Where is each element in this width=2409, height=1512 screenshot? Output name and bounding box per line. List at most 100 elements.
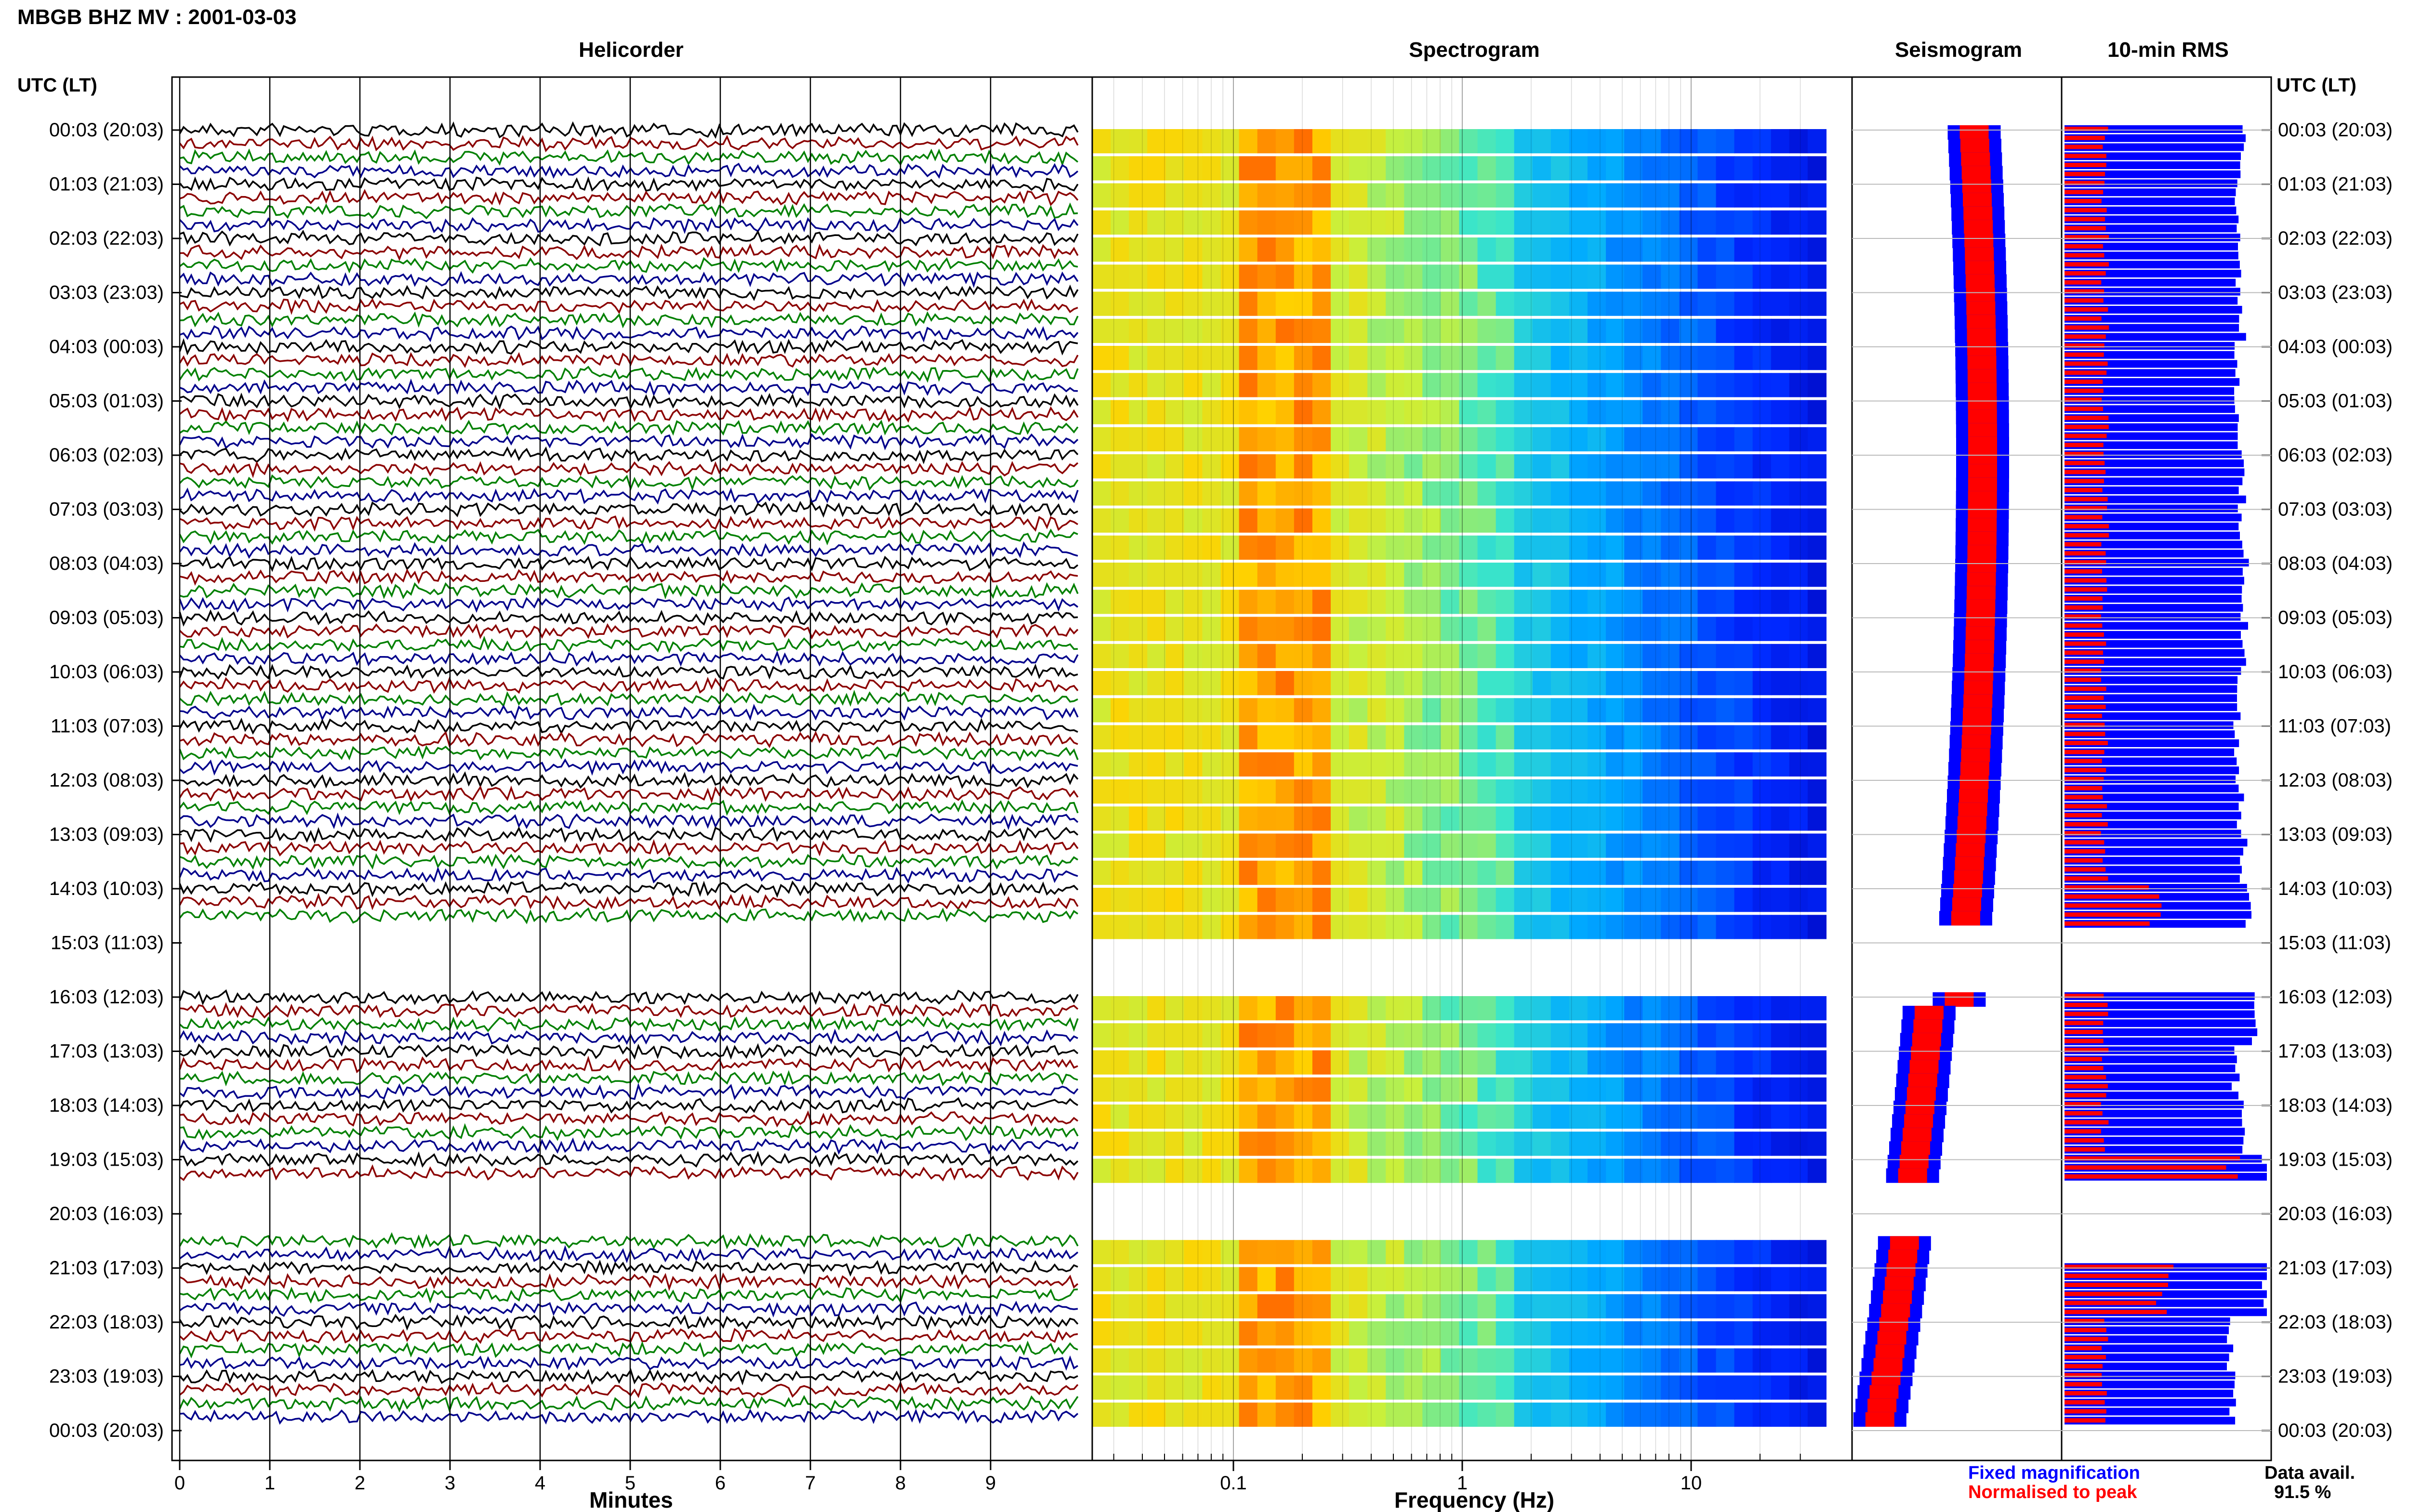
spectrogram-cell	[1606, 860, 1625, 885]
seismogram-normalised	[1906, 1101, 1934, 1116]
time-label-right: 14:03 (10:03)	[2278, 878, 2393, 899]
spectrogram-cell	[1771, 508, 1790, 533]
spectrogram-cell	[1716, 129, 1735, 154]
spectrogram-cell	[1514, 183, 1533, 208]
spectrogram-cell	[1422, 1077, 1442, 1102]
spectrogram-cell	[1441, 1321, 1460, 1346]
spectrogram-cell	[1275, 1158, 1295, 1183]
spectrogram-cell	[1349, 888, 1368, 912]
time-label-right: 16:03 (12:03)	[2278, 986, 2393, 1008]
rms-bar-normalised	[2065, 641, 2106, 646]
spectrogram-cell	[1642, 779, 1662, 804]
spectrogram-cell	[1588, 1077, 1607, 1102]
spectrogram-cell	[1441, 779, 1460, 804]
spectrogram-cell	[1367, 373, 1387, 397]
spectrogram-cell	[1550, 617, 1570, 641]
spectrogram-cell	[1642, 535, 1662, 560]
rms-bar-fixed	[2065, 161, 2240, 169]
spectrogram-cell	[1092, 156, 1112, 181]
helicorder-trace	[179, 216, 1079, 234]
helicorder-tick-label: 4	[535, 1473, 545, 1494]
spectrogram-cell	[1624, 617, 1643, 641]
spectrogram-cell	[1331, 1294, 1350, 1319]
spectrogram-cell	[1789, 1267, 1808, 1291]
spectrogram-cell	[1734, 1240, 1753, 1264]
spectrogram-cell	[1642, 1240, 1662, 1264]
spectrogram-cell	[1606, 617, 1625, 641]
rms-bar-normalised	[2065, 876, 2108, 881]
spectrogram-cell	[1642, 996, 1662, 1021]
helicorder-trace	[179, 243, 1079, 262]
spectrogram-cell	[1294, 1375, 1313, 1400]
spectrogram-cell	[1275, 129, 1295, 154]
spectrogram-cell	[1147, 454, 1166, 479]
spectrogram-cell	[1642, 1131, 1662, 1156]
spectrogram-cell	[1147, 535, 1166, 560]
helicorder-tick-label: 5	[625, 1473, 635, 1494]
spectrogram-cell	[1752, 1158, 1772, 1183]
spectrogram-cell	[1716, 1131, 1735, 1156]
spectrogram-cell	[1202, 481, 1221, 506]
spectrogram-cell	[1532, 860, 1551, 885]
spectrogram-cell	[1349, 1267, 1368, 1291]
spectrogram-cell	[1165, 1348, 1185, 1373]
spectrogram-cell	[1697, 1240, 1717, 1264]
spectrogram-cell	[1459, 725, 1478, 749]
spectrogram-cell	[1716, 888, 1735, 912]
spectrogram-cell	[1441, 400, 1460, 424]
spectrogram-cell	[1734, 346, 1753, 370]
spectrogram-cell	[1459, 1104, 1478, 1129]
rms-bar-normalised	[2065, 1364, 2103, 1368]
spectrogram-cell	[1569, 400, 1588, 424]
spectrogram-cell	[1220, 1294, 1240, 1319]
spectrogram-cell	[1165, 915, 1185, 939]
spectrogram-cell	[1257, 915, 1276, 939]
spectrogram-cell	[1496, 860, 1515, 885]
spectrogram-cell	[1679, 291, 1698, 316]
spectrogram-cell	[1202, 1077, 1221, 1102]
spectrogram-cell	[1184, 1131, 1203, 1156]
spectrogram-cell	[1312, 1050, 1331, 1075]
spectrogram-cell	[1111, 1104, 1130, 1129]
spectrogram-cell	[1734, 1267, 1753, 1291]
spectrogram-cell	[1569, 210, 1588, 235]
time-label-left: 21:03 (17:03)	[49, 1258, 164, 1279]
rms-bar-fixed	[2065, 360, 2237, 368]
seismogram-normalised	[1964, 681, 1993, 696]
spectrogram-cell	[1734, 1294, 1753, 1319]
spectrogram-cell	[1275, 860, 1295, 885]
spectrogram-cell	[1165, 617, 1185, 641]
spectrogram-cell	[1550, 1294, 1570, 1319]
spectrogram-cell	[1606, 1131, 1625, 1156]
spectrogram-cell	[1532, 833, 1551, 858]
spectrogram-cell	[1092, 860, 1112, 885]
spectrogram-cell	[1092, 318, 1112, 343]
spectrogram-cell	[1550, 400, 1570, 424]
helicorder-trace	[179, 188, 1079, 207]
helicorder-trace	[179, 745, 1079, 762]
spectrogram-cell	[1239, 725, 1258, 749]
spectrogram-cell	[1477, 210, 1496, 235]
spectrogram-cell	[1294, 752, 1313, 777]
spectrogram-cell	[1771, 1104, 1790, 1129]
spectrogram-cell	[1459, 1402, 1478, 1427]
spectrogram-cell	[1496, 1321, 1515, 1346]
spectrogram-cell	[1624, 1294, 1643, 1319]
rms-bar-fixed	[2065, 278, 2236, 287]
spectrogram-cell	[1386, 481, 1405, 506]
spectrogram-cell	[1257, 1375, 1276, 1400]
spectrogram-cell	[1111, 888, 1130, 912]
spectrogram-cell	[1752, 508, 1772, 533]
spectrogram-cell	[1441, 1023, 1460, 1048]
spectrogram-cell	[1588, 183, 1607, 208]
spectrogram-cell	[1111, 1348, 1130, 1373]
spectrogram-cell	[1129, 454, 1148, 479]
spectrogram-cell	[1147, 427, 1166, 452]
spectrogram-cell	[1771, 373, 1790, 397]
spectrogram-cell	[1111, 427, 1130, 452]
spectrogram-cell	[1184, 590, 1203, 614]
spectrogram-cell	[1294, 888, 1313, 912]
spectrogram-cell	[1404, 752, 1423, 777]
spectrogram-cell	[1202, 264, 1221, 289]
time-label-left: 18:03 (14:03)	[49, 1095, 164, 1116]
